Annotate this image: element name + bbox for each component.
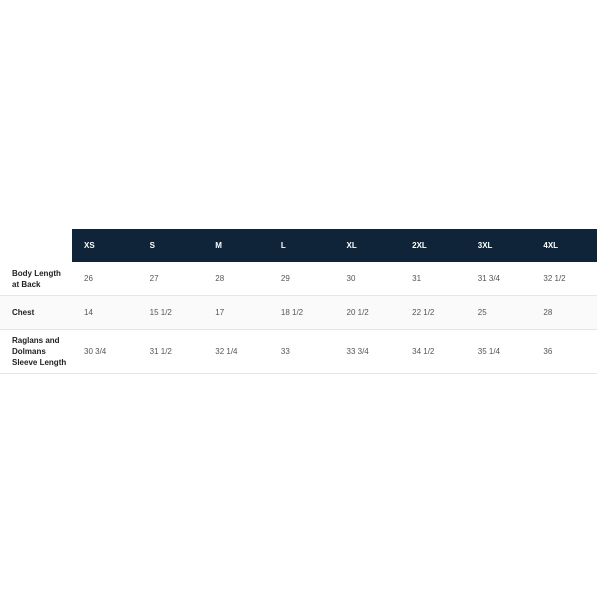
measurement-cell: 14 bbox=[72, 295, 138, 330]
measurement-cell: 18 1/2 bbox=[268, 295, 335, 330]
size-header: XS bbox=[72, 229, 138, 262]
measurement-cell: 31 bbox=[400, 262, 466, 296]
measurement-cell: 28 bbox=[203, 262, 269, 296]
measurement-cell: 32 1/2 bbox=[531, 262, 597, 296]
measurement-cell: 30 bbox=[334, 262, 401, 296]
measurement-cell: 15 1/2 bbox=[137, 295, 204, 330]
size-header: 2XL bbox=[400, 229, 466, 262]
measurement-cell: 28 bbox=[531, 295, 597, 330]
header-row: XS S M L XL 2XL 3XL 4XL bbox=[0, 229, 597, 262]
size-header: 4XL bbox=[531, 229, 597, 262]
row-label: Body Length at Back bbox=[0, 262, 72, 296]
table-row: Raglans and Dolmans Sleeve Length 30 3/4 3… bbox=[0, 329, 597, 374]
measurement-cell: 35 1/4 bbox=[465, 329, 532, 374]
measurement-cell: 26 bbox=[72, 262, 138, 296]
row-label: Chest bbox=[0, 295, 72, 330]
size-header: 3XL bbox=[465, 229, 532, 262]
size-header: S bbox=[137, 229, 204, 262]
measurement-cell: 25 bbox=[465, 295, 532, 330]
measurement-cell: 31 3/4 bbox=[465, 262, 532, 296]
size-header: L bbox=[268, 229, 335, 262]
size-header: XL bbox=[334, 229, 401, 262]
measurement-cell: 31 1/2 bbox=[137, 329, 204, 374]
measurement-cell: 34 1/2 bbox=[400, 329, 466, 374]
measurement-cell: 17 bbox=[203, 295, 269, 330]
measurement-cell: 29 bbox=[268, 262, 335, 296]
table-row: Body Length at Back 26 27 28 29 30 31 31 3/4 32 … bbox=[0, 262, 597, 296]
measurement-cell: 22 1/2 bbox=[400, 295, 466, 330]
table-row: Chest 14 15 1/2 17 18 1/2 20 1/2 22 1/2 25 28 bbox=[0, 295, 597, 330]
row-label: Raglans and Dolmans Sleeve Length bbox=[0, 329, 72, 374]
measurement-cell: 36 bbox=[531, 329, 597, 374]
size-chart-table: XS S M L XL 2XL 3XL 4XL Body Length at B… bbox=[0, 229, 597, 374]
measurement-cell: 27 bbox=[137, 262, 204, 296]
measurement-cell: 33 bbox=[268, 329, 335, 374]
measurement-cell: 33 3/4 bbox=[334, 329, 401, 374]
measurement-cell: 20 1/2 bbox=[334, 295, 401, 330]
measurement-cell: 32 1/4 bbox=[203, 329, 269, 374]
header-blank-cell bbox=[0, 229, 72, 262]
size-header: M bbox=[203, 229, 269, 262]
measurement-cell: 30 3/4 bbox=[72, 329, 138, 374]
